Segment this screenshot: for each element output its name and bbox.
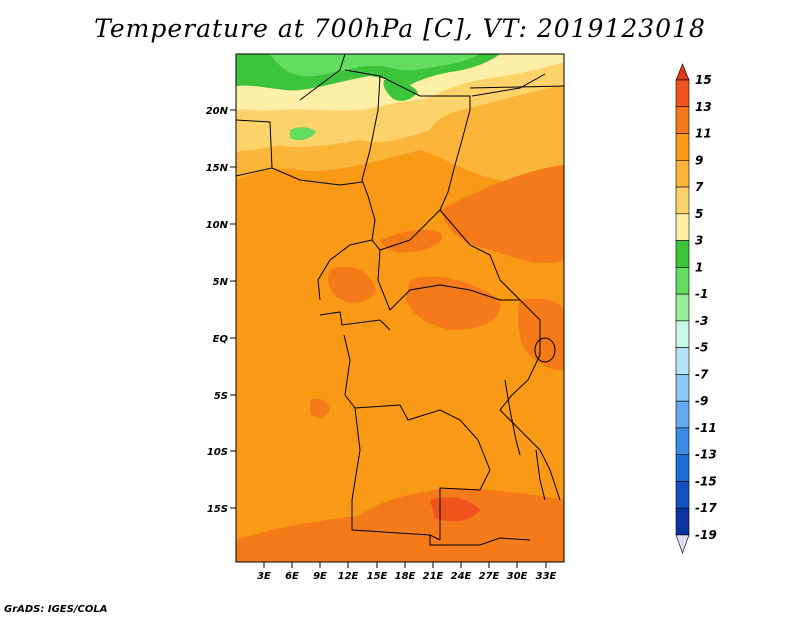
colorbar-segment <box>675 320 690 348</box>
colorbar-label: 15 <box>695 73 712 87</box>
colorbar-segment <box>675 159 690 188</box>
colorbar-label: 3 <box>695 234 703 248</box>
colorbar-label: 11 <box>695 127 712 141</box>
field-cool-spot-2 <box>383 79 418 101</box>
field-11-13-s <box>236 488 564 562</box>
field-cool-spot <box>290 127 316 140</box>
lake-tanganyika <box>504 379 521 456</box>
colorbar-segment <box>675 400 690 429</box>
lat-label-20n: 20N <box>206 106 229 117</box>
country-borders <box>236 54 564 546</box>
field-11-13-c2 <box>328 266 376 303</box>
lon-label-6e: 6E <box>285 571 299 582</box>
colorbar-label: -9 <box>695 394 708 408</box>
lon-label-12e: 12E <box>338 571 359 582</box>
lat-label-15s: 15S <box>207 504 228 515</box>
colorbar-segment <box>675 507 690 536</box>
field-11-13-ne <box>440 165 564 264</box>
lat-label-5n: 5N <box>213 277 229 288</box>
colorbar-segment <box>675 293 690 322</box>
lon-label-15e: 15E <box>367 571 388 582</box>
colorbar-label: 13 <box>695 100 712 114</box>
field-11-13-w <box>310 398 330 418</box>
lon-label-21e: 21E <box>423 571 444 582</box>
temperature-field <box>236 54 564 562</box>
colorbar-label: -15 <box>695 474 717 488</box>
colorbar-segment <box>675 186 690 215</box>
colorbar-label: -17 <box>695 501 717 515</box>
colorbar-segment <box>675 240 690 268</box>
field-11-13-e <box>517 298 564 371</box>
lat-label-eq: EQ <box>213 334 229 345</box>
colorbar-label: -19 <box>695 528 717 542</box>
colorbar-segment <box>675 427 690 456</box>
lon-label-24e: 24E <box>451 571 472 582</box>
colorbar-segment <box>675 454 690 482</box>
colorbar-segment <box>675 347 690 375</box>
lon-label-9e: 9E <box>313 571 327 582</box>
colorbar-top-triangle <box>675 63 690 81</box>
lat-label-5s: 5S <box>214 391 228 402</box>
colorbar-bottom-triangle <box>675 534 690 554</box>
colorbar-label: 9 <box>695 153 703 167</box>
colorbar-segment <box>675 481 690 509</box>
colorbar-segment <box>675 79 690 108</box>
colorbar-label: -1 <box>695 287 708 301</box>
colorbar-label: -5 <box>695 341 708 355</box>
field-13-15-s <box>430 497 480 522</box>
lon-axis: 3E 6E 9E 12E 15E 18E 21E 24E 27E 30E 33E <box>257 562 557 582</box>
lake-malawi <box>535 449 546 501</box>
lat-axis: 20N 15N 10N 5N EQ 5S 10S 15S <box>206 106 236 515</box>
lon-label-18e: 18E <box>395 571 416 582</box>
lon-label-33e: 33E <box>536 571 557 582</box>
colorbar: 15 13 11 9 7 5 3 1 -1 -3 -5 -7 -9 -11 -13 -15 -17 -19 <box>675 63 717 554</box>
colorbar-label: -3 <box>695 314 708 328</box>
lon-label-3e: 3E <box>257 571 271 582</box>
lakes <box>504 337 556 501</box>
lat-label-10n: 10N <box>206 220 229 231</box>
colorbar-label: -7 <box>695 367 709 381</box>
lat-label-10s: 10S <box>207 447 228 458</box>
colorbar-segment <box>675 374 690 402</box>
field-11-13-c3 <box>406 276 501 330</box>
colorbar-label: -11 <box>695 421 717 435</box>
grads-credit: GrADS: IGES/COLA <box>4 604 108 615</box>
colorbar-label: 7 <box>695 180 704 194</box>
colorbar-segment <box>675 213 690 241</box>
map-frame <box>235 53 565 563</box>
field-11-13-c1 <box>380 229 442 253</box>
colorbar-label: -13 <box>695 448 717 462</box>
colorbar-segment <box>675 106 690 134</box>
chart-title: Temperature at 700hPa [C], VT: 201912301… <box>94 14 706 43</box>
lake-victoria <box>534 337 556 363</box>
lat-label-15n: 15N <box>206 163 229 174</box>
field-minus1-1 <box>270 54 480 77</box>
colorbar-segment <box>675 133 690 161</box>
colorbar-segment <box>675 267 690 295</box>
lon-label-27e: 27E <box>479 571 500 582</box>
lon-label-30e: 30E <box>507 571 528 582</box>
colorbar-label: 1 <box>695 260 703 274</box>
colorbar-label: 5 <box>695 207 703 221</box>
